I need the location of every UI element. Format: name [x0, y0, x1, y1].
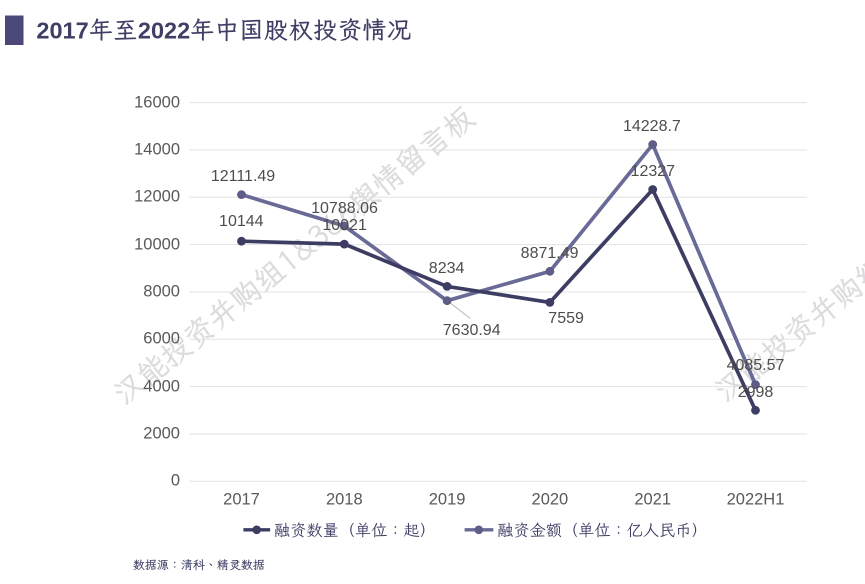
svg-text:2022: 2022: [138, 17, 190, 43]
svg-text:2017: 2017: [36, 17, 88, 43]
